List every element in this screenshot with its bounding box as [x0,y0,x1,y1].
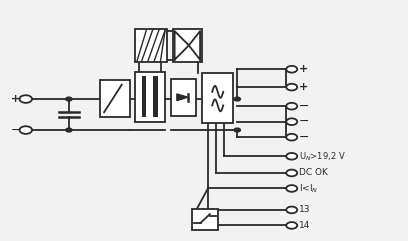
Circle shape [286,207,297,213]
Circle shape [234,97,240,101]
Polygon shape [177,94,188,100]
Text: U$_{N}$>19,2 V: U$_{N}$>19,2 V [299,150,346,162]
Bar [142,76,146,117]
Text: 14: 14 [299,221,310,230]
Circle shape [286,185,297,192]
Text: DC OK: DC OK [299,168,328,177]
Circle shape [286,134,297,141]
Bar [192,209,218,230]
Text: −: − [299,115,310,128]
Circle shape [234,128,240,132]
Bar [153,76,157,117]
Bar [171,79,196,116]
Text: +: + [299,82,308,92]
Circle shape [286,118,297,125]
Text: 13: 13 [299,205,310,214]
Bar [100,80,130,117]
Text: +: + [11,94,21,104]
Text: +: + [299,64,308,74]
Bar [202,73,233,123]
Circle shape [286,222,297,229]
Circle shape [286,84,297,90]
Circle shape [66,97,72,101]
Circle shape [20,126,32,134]
Circle shape [20,95,32,103]
Circle shape [286,170,297,176]
Text: −: − [299,131,310,144]
Circle shape [66,128,72,132]
Circle shape [286,103,297,109]
Circle shape [286,153,297,160]
Text: −: − [299,100,310,113]
Bar [135,72,165,122]
Text: −: − [11,124,21,137]
Circle shape [286,66,297,73]
Text: I<I$_{N}$: I<I$_{N}$ [299,182,319,195]
Bar [135,29,167,62]
Bar [173,29,202,62]
